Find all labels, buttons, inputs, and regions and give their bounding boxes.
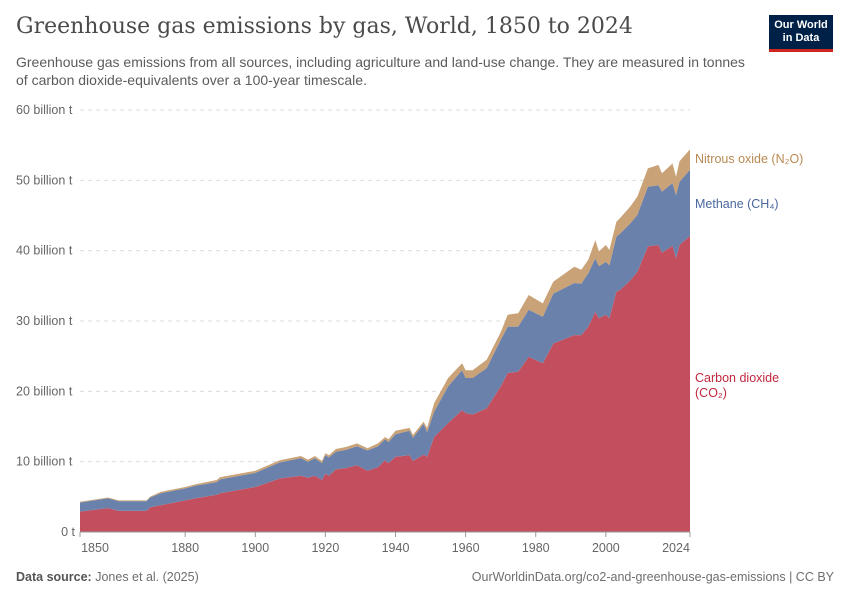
areas bbox=[80, 149, 690, 532]
label-co2-formula: (CO₂) bbox=[695, 386, 727, 400]
footer-url[interactable]: OurWorldinData.org/co2-and-greenhouse-ga… bbox=[471, 570, 834, 584]
y-tick-label: 10 billion t bbox=[16, 455, 73, 469]
chart-subtitle: Greenhouse gas emissions from all source… bbox=[16, 54, 745, 88]
x-tick-label: 1900 bbox=[241, 541, 269, 555]
y-tick-label: 0 t bbox=[61, 525, 75, 539]
x-tick-label: 1880 bbox=[171, 541, 199, 555]
label-n2o: Nitrous oxide (N₂O) bbox=[695, 152, 803, 166]
x-tick-label: 1850 bbox=[81, 541, 109, 555]
x-tick-label: 2000 bbox=[592, 541, 620, 555]
data-source: Data source: Jones et al. (2025) bbox=[16, 570, 199, 584]
x-tick-label: 1920 bbox=[311, 541, 339, 555]
y-tick-label: 40 billion t bbox=[16, 244, 73, 258]
x-tick-label: 1960 bbox=[452, 541, 480, 555]
label-ch4: Methane (CH₄) bbox=[695, 197, 779, 211]
x-tick-label: 2024 bbox=[662, 541, 690, 555]
x-tick-label: 1940 bbox=[382, 541, 410, 555]
source-label: Data source: bbox=[16, 570, 92, 584]
y-tick-label: 50 billion t bbox=[16, 173, 73, 187]
source-text[interactable]: Jones et al. (2025) bbox=[95, 570, 199, 584]
y-tick-label: 60 billion t bbox=[16, 103, 73, 117]
label-co2: Carbon dioxide bbox=[695, 371, 779, 385]
owid-logo[interactable]: Our World in Data bbox=[769, 15, 833, 52]
y-tick-label: 20 billion t bbox=[16, 384, 73, 398]
area-ch4[interactable] bbox=[80, 169, 690, 512]
area-co2[interactable] bbox=[80, 235, 690, 532]
x-axis: 1850 1880 1900 1920 1940 1960 1980 2000 2024 bbox=[79, 531, 691, 555]
x-tick-label: 1980 bbox=[522, 541, 550, 555]
chart-title: Greenhouse gas emissions by gas, World, … bbox=[16, 14, 633, 39]
y-tick-label: 30 billion t bbox=[16, 314, 73, 328]
